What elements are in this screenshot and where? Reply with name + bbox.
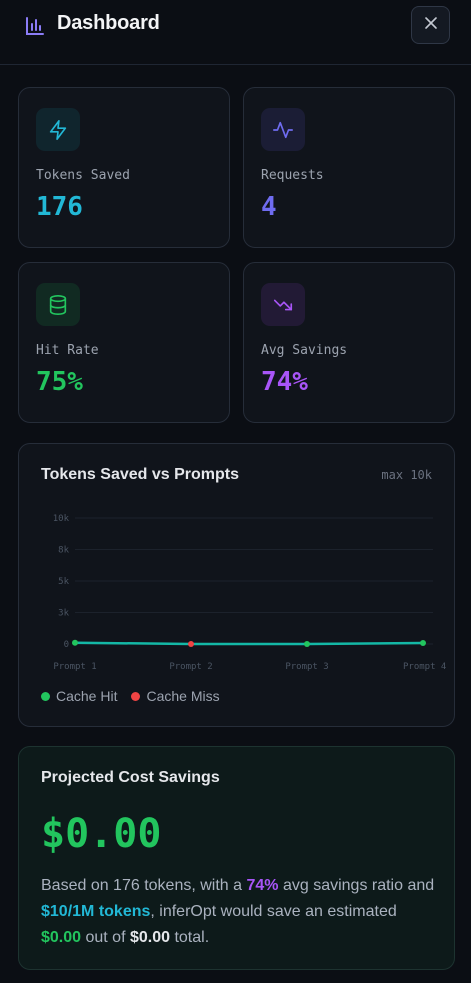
desc-text: out of [81, 929, 130, 946]
desc-text: total. [170, 929, 210, 946]
desc-text: avg savings ratio and [278, 877, 435, 894]
saved-amount: $0.00 [41, 929, 82, 946]
stat-label: Requests [261, 168, 324, 183]
close-button[interactable] [411, 6, 450, 44]
projection-description: Based on 176 tokens, with a 74% avg savi… [41, 873, 441, 951]
legend-dot [41, 691, 50, 701]
legend-label: Cache Miss [146, 688, 220, 704]
series-line [74, 641, 424, 646]
stat-value: 74% [261, 367, 308, 397]
stat-card-tokens-saved: Tokens Saved 176 [18, 87, 230, 248]
legend-item: Cache Miss [131, 688, 220, 704]
desc-text: , inferOpt would save an estimated [150, 903, 397, 920]
legend-label: Cache Hit [56, 688, 118, 704]
savings-ratio: 74% [246, 877, 279, 894]
desc-text: Based on 176 tokens, with a [41, 877, 247, 894]
data-point [188, 641, 194, 647]
line-chart: 0 3k 5k 8k 10k Prompt 1 Prompt 2 Prompt 3 Prompt… [53, 514, 447, 672]
y-tick-label: 10k [53, 514, 70, 524]
chart-legend: Cache Hit Cache Miss [41, 688, 220, 704]
y-tick-label: 8k [58, 546, 69, 556]
x-tick-label: Prompt 4 [403, 662, 446, 672]
projection-title: Projected Cost Savings [41, 769, 220, 786]
data-point [420, 640, 426, 647]
legend-dot [131, 691, 141, 701]
activity-icon [261, 108, 305, 151]
x-tick-label: Prompt 2 [169, 662, 212, 672]
y-tick-label: 0 [64, 640, 69, 650]
x-tick-label: Prompt 3 [285, 662, 328, 672]
stat-value: 75% [36, 367, 83, 397]
stat-card-requests: Requests 4 [243, 87, 455, 248]
lightning-icon [36, 108, 80, 151]
stat-value: 176 [36, 192, 83, 222]
database-icon [36, 283, 80, 326]
projection-value: $0.00 [41, 811, 162, 857]
x-tick-label: Prompt 1 [53, 662, 96, 672]
stat-card-hit-rate: Hit Rate 75% [18, 262, 230, 423]
data-point [304, 641, 310, 647]
y-tick-label: 3k [58, 609, 69, 619]
stat-value: 4 [261, 192, 277, 222]
token-rate: $10/1M tokens [41, 903, 151, 920]
chart-max-label: max 10k [381, 468, 432, 482]
projection-card: Projected Cost Savings $0.00 Based on 17… [18, 746, 455, 970]
bar-chart-icon [24, 15, 46, 37]
stat-label: Hit Rate [36, 343, 99, 358]
chart-card: Tokens Saved vs Prompts max 10k 0 3k 5k 8k 1… [18, 443, 455, 727]
trending-down-icon [261, 283, 305, 326]
total-amount: $0.00 [129, 929, 171, 946]
stat-card-avg-savings: Avg Savings 74% [243, 262, 455, 423]
chart-title: Tokens Saved vs Prompts [41, 466, 239, 483]
page-title: Dashboard [57, 12, 160, 34]
data-point [72, 639, 78, 646]
close-icon [424, 16, 438, 35]
header: Dashboard [0, 0, 471, 65]
stat-label: Tokens Saved [36, 168, 130, 183]
legend-item: Cache Hit [41, 688, 117, 704]
stat-label: Avg Savings [261, 343, 348, 358]
y-tick-label: 5k [58, 577, 69, 587]
